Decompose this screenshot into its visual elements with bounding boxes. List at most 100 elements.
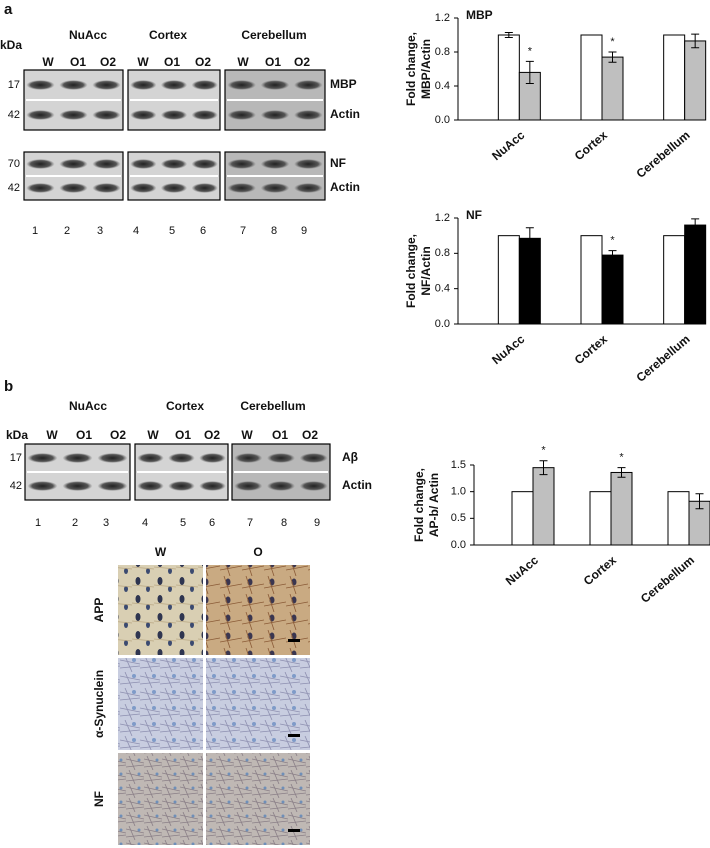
significance-marker: *: [528, 45, 533, 57]
blot-band: [97, 453, 128, 463]
y-tick-label: 0.8: [435, 247, 450, 259]
blot-band: [260, 110, 290, 120]
bar: [589, 491, 612, 546]
region-label: Cortex: [166, 399, 204, 413]
blot-band: [191, 80, 218, 90]
x-tick-label: Cerebellum: [638, 553, 697, 606]
lane-number: 3: [103, 517, 109, 529]
y-axis-label: MBP/Actin: [419, 39, 433, 99]
lane-label: O1: [175, 428, 191, 442]
bar: [497, 34, 520, 121]
region-label: Cerebellum: [241, 28, 306, 42]
lane-number: 3: [97, 225, 103, 237]
lane-label: W: [241, 428, 253, 442]
blot-band: [92, 80, 121, 90]
y-tick-label: 1.2: [435, 12, 450, 24]
lane-number: 1: [32, 225, 38, 237]
error-bar: [539, 460, 548, 476]
y-tick-label: 0.4: [435, 80, 450, 92]
histology-row: NF: [92, 791, 106, 807]
band-label: Aβ: [342, 450, 358, 464]
y-axis-label: AP-b/ Actin: [427, 473, 441, 537]
error-bar: [617, 467, 626, 478]
lane-label: W: [46, 428, 58, 442]
blot-band: [27, 453, 58, 463]
blot-band: [294, 159, 323, 169]
region-label: NuAcc: [69, 28, 107, 42]
lane-label: O2: [100, 55, 116, 69]
kda-marker: 70: [8, 158, 20, 170]
bar: [601, 56, 624, 121]
y-tick-label: 0.5: [451, 512, 466, 524]
lane-label: O2: [195, 55, 211, 69]
bar: [532, 467, 555, 546]
lane-label: O2: [294, 55, 310, 69]
blot-band: [92, 110, 121, 120]
blot-band: [234, 453, 263, 463]
scale-bar: [288, 734, 300, 737]
bar: [580, 34, 603, 121]
y-tick-label: 1.2: [435, 212, 450, 224]
error-bar: [695, 493, 704, 510]
x-tick-label: Cortex: [581, 553, 619, 588]
lane-number: 9: [301, 225, 307, 237]
blot-band: [227, 110, 256, 120]
scale-bar: [288, 639, 300, 642]
blot-band: [267, 453, 295, 463]
lane-number: 9: [314, 517, 320, 529]
x-tick-label: NuAcc: [503, 553, 541, 588]
blot-band: [227, 80, 256, 90]
y-tick-label: 1.0: [451, 486, 466, 498]
lane-label: O2: [302, 428, 318, 442]
lane-label: O1: [70, 55, 86, 69]
y-tick-label: 0.0: [435, 318, 450, 330]
y-tick-label: 0.0: [435, 114, 450, 126]
chart-title: MBP: [466, 8, 493, 22]
lane-number: 1: [35, 517, 41, 529]
kda-label: kDa: [0, 38, 22, 52]
blot-band: [260, 159, 290, 169]
x-tick-label: Cortex: [572, 128, 610, 163]
blot-band: [191, 159, 218, 169]
blot-band: [59, 159, 88, 169]
blot-band: [130, 80, 157, 90]
blot-band: [294, 183, 323, 193]
lane-number: 6: [209, 517, 215, 529]
y-axis-label: NF/Actin: [419, 246, 433, 295]
histology-row: APP: [92, 598, 106, 623]
error-bar: [504, 31, 513, 39]
significance-marker: *: [541, 445, 546, 457]
blot-band: [160, 110, 188, 120]
blot-band: [168, 453, 195, 463]
kda-marker: 42: [8, 109, 20, 121]
panel-label: b: [4, 378, 13, 395]
blot-band: [267, 481, 295, 491]
blot-band: [260, 80, 290, 90]
error-bar: [691, 33, 700, 49]
kda-marker: 42: [10, 480, 22, 492]
y-tick-label: 0.8: [435, 46, 450, 58]
lane-label: O1: [265, 55, 281, 69]
band-label: NF: [330, 156, 346, 170]
blot-band: [160, 183, 188, 193]
histology-image: [118, 658, 203, 750]
blot-band: [191, 110, 218, 120]
lane-number: 5: [180, 517, 186, 529]
lane-label: W: [137, 55, 149, 69]
blot-band: [92, 183, 121, 193]
band-label: MBP: [330, 77, 357, 91]
lane-number: 8: [281, 517, 287, 529]
blot-band: [137, 481, 164, 491]
x-tick-label: Cerebellum: [634, 332, 693, 385]
bar: [663, 34, 686, 121]
lane-label: O2: [110, 428, 126, 442]
lane-label: W: [42, 55, 54, 69]
lane-number: 6: [200, 225, 206, 237]
lane-number: 7: [247, 517, 253, 529]
band-label: Actin: [330, 180, 360, 194]
bar: [518, 237, 541, 325]
lane-label: O1: [272, 428, 288, 442]
bar: [497, 235, 520, 325]
blot-band: [199, 453, 226, 463]
